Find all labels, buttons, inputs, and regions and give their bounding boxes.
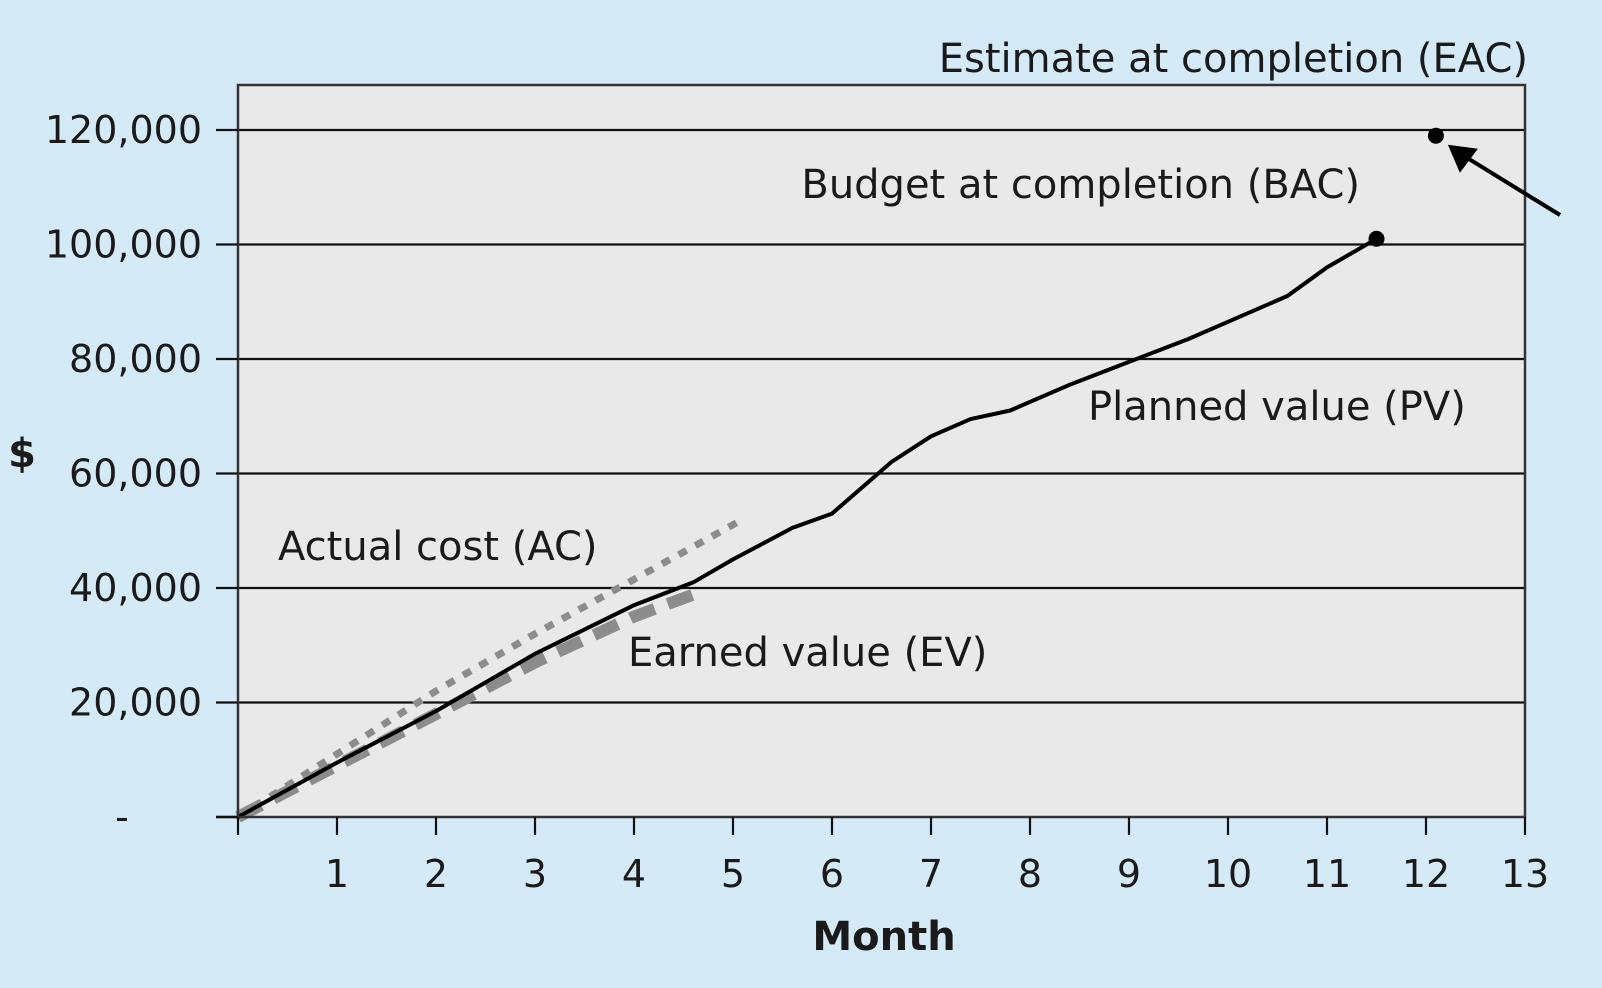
bac-label: Budget at completion (BAC): [801, 162, 1360, 208]
x-axis-title: Month: [812, 914, 955, 960]
plot-area-frame: [236, 83, 1527, 819]
earned-value-line: [235, 585, 706, 823]
bac-point: [1368, 230, 1385, 247]
x-tick-label: 7: [919, 852, 943, 896]
x-tick-label: 4: [622, 852, 646, 896]
eac-point: [1427, 127, 1444, 144]
milestone-points: [1368, 127, 1562, 247]
x-tick-label: 10: [1204, 852, 1252, 896]
x-tick-label: 9: [1117, 852, 1141, 896]
series-lines: [235, 236, 1379, 823]
actual-cost-line: [236, 516, 745, 820]
y-axis-title: $: [8, 431, 36, 477]
x-tick-label: 1: [325, 852, 349, 896]
x-tick-label: 11: [1303, 852, 1351, 896]
y-tick-label: 120,000: [45, 108, 202, 152]
pv-label: Planned value (PV): [1088, 384, 1466, 430]
ev-label: Earned value (EV): [628, 630, 987, 676]
x-tick-label: 13: [1501, 852, 1549, 896]
x-tick-label: 12: [1402, 852, 1450, 896]
eac-arrow-shaft: [1452, 148, 1562, 217]
y-tick-label: 100,000: [45, 223, 202, 267]
annotation-labels: Estimate at completion (EAC) Budget at c…: [8, 36, 1528, 960]
planned-value-line: [236, 236, 1379, 819]
y-tick-label: 80,000: [69, 337, 202, 381]
eac-label: Estimate at completion (EAC): [939, 36, 1528, 82]
axes: - 20,000 40,000 60,000 80,000 100,000 120,000 1…: [45, 108, 1549, 896]
y-tick-label: 20,000: [69, 681, 202, 725]
plot-area-background: [238, 85, 1525, 817]
y-tick-label: -: [115, 795, 129, 839]
x-tick-label: 5: [721, 852, 745, 896]
eac-arrow-head: [1447, 144, 1478, 173]
y-tick-label: 60,000: [69, 452, 202, 496]
ac-label: Actual cost (AC): [278, 524, 598, 570]
x-tick-label: 6: [820, 852, 844, 896]
y-tick-label: 40,000: [69, 566, 202, 610]
x-tick-label: 3: [523, 852, 547, 896]
x-tick-label: 8: [1018, 852, 1042, 896]
x-tick-label: 2: [424, 852, 448, 896]
